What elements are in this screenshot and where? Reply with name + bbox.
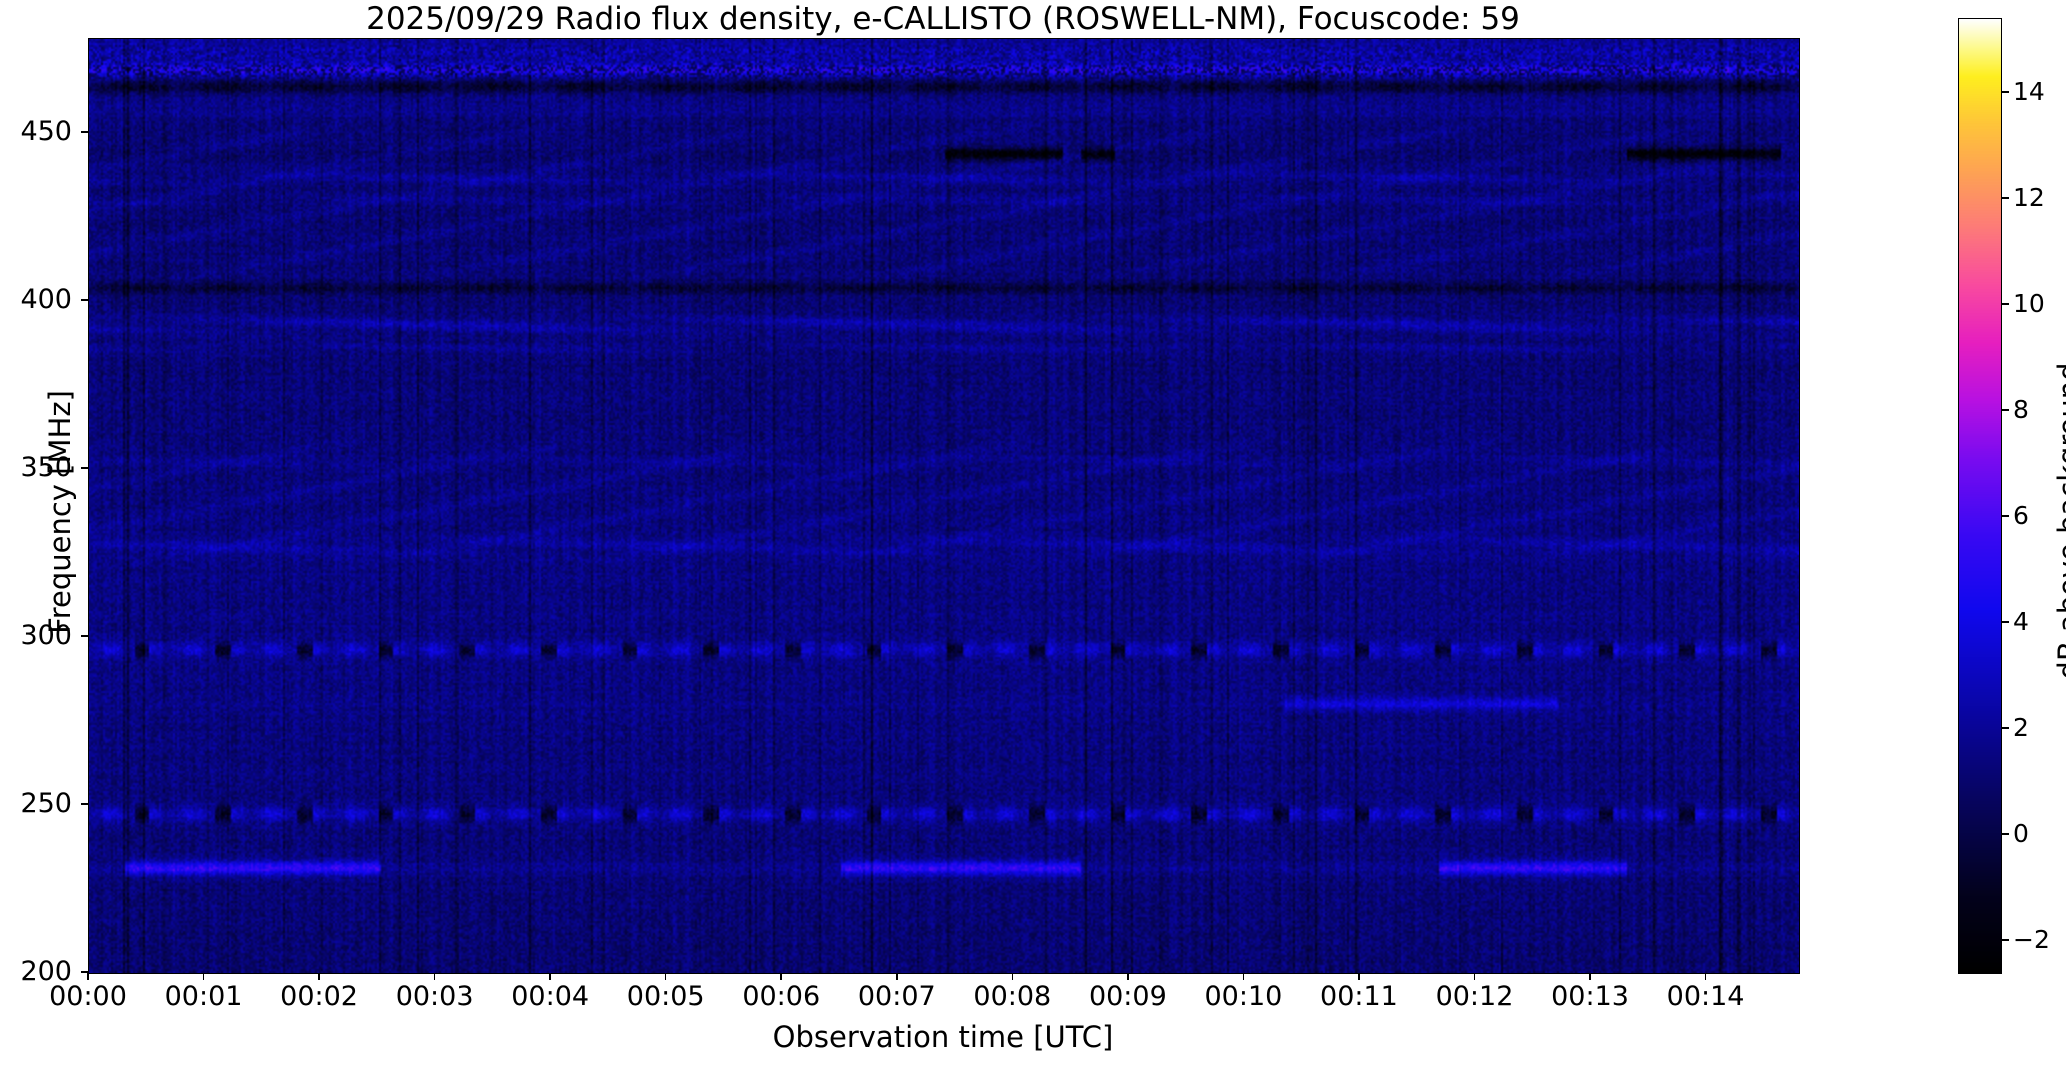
- x-tick-label: 00:07: [857, 981, 936, 1012]
- y-tick-mark: [81, 635, 88, 637]
- colorbar-tick-label: 10: [2013, 289, 2045, 319]
- colorbar-tick-label: 2: [2013, 713, 2029, 743]
- x-tick-mark: [895, 973, 898, 980]
- x-tick-mark: [1127, 973, 1129, 980]
- x-tick-label: 00:09: [1088, 981, 1167, 1012]
- y-tick-label: 250: [20, 788, 72, 819]
- x-tick-mark: [1704, 973, 1707, 980]
- colorbar-tick-label: 14: [2013, 77, 2045, 107]
- y-tick-label: 200: [20, 956, 72, 987]
- colorbar-tick-mark: [2002, 833, 2009, 835]
- x-tick-label: 00:04: [511, 981, 590, 1012]
- x-tick-mark: [87, 973, 89, 980]
- x-tick-mark: [549, 973, 551, 980]
- y-tick-mark: [81, 299, 88, 301]
- colorbar-tick-label: 12: [2013, 183, 2045, 213]
- x-tick-mark: [1473, 973, 1476, 980]
- y-tick-mark: [81, 467, 88, 469]
- x-tick-mark: [664, 973, 667, 980]
- colorbar-tick-label: 6: [2013, 501, 2029, 531]
- x-tick-mark: [1589, 973, 1591, 980]
- y-tick-label: 350: [20, 452, 72, 484]
- x-tick-label: 00:14: [1666, 981, 1745, 1012]
- colorbar-label-wrap: dB above background: [2032, 20, 2066, 970]
- colorbar-tick-mark: [2002, 197, 2009, 199]
- x-tick-label: 00:06: [742, 981, 821, 1012]
- x-tick-mark: [433, 973, 436, 980]
- x-tick-mark: [1011, 973, 1014, 980]
- x-tick-label: 00:05: [626, 981, 705, 1012]
- x-tick-mark: [318, 973, 320, 980]
- x-axis-label: Observation time [UTC]: [772, 1020, 1114, 1054]
- y-tick-mark: [81, 971, 88, 973]
- colorbar-tick-mark: [2002, 939, 2009, 941]
- colorbar-tick-mark: [2002, 303, 2009, 305]
- x-tick-label: 00:00: [49, 981, 127, 1012]
- spectrogram-image[interactable]: [89, 39, 1799, 973]
- y-axis-label: Frequency [MHz]: [43, 390, 77, 634]
- x-tick-label: 00:13: [1551, 981, 1629, 1012]
- colorbar-tick-mark: [2002, 91, 2009, 93]
- colorbar-tick-label: 0: [2013, 819, 2029, 849]
- y-tick-label: 300: [20, 620, 72, 652]
- x-tick-label: 00:08: [973, 981, 1052, 1012]
- colorbar-tick-mark: [2002, 409, 2009, 411]
- colorbar-axes[interactable]: [1958, 18, 2002, 974]
- x-tick-label: 00:03: [395, 981, 474, 1012]
- x-tick-mark: [202, 973, 205, 980]
- colorbar-tick-mark: [2002, 515, 2009, 517]
- colorbar-tick-mark: [2002, 621, 2009, 623]
- x-tick-label: 00:11: [1320, 981, 1398, 1012]
- figure-title: 2025/09/29 Radio flux density, e-CALLIST…: [366, 1, 1520, 37]
- colorbar-tick-label: 8: [2013, 395, 2029, 425]
- x-tick-label: 00:12: [1435, 981, 1514, 1012]
- x-tick-label: 00:10: [1204, 981, 1283, 1012]
- y-tick-label: 450: [20, 116, 72, 148]
- y-tick-label: 400: [20, 284, 72, 316]
- colorbar-label: dB above background: [2052, 362, 2066, 680]
- y-tick-mark: [81, 803, 88, 805]
- spectrogram-axes[interactable]: [88, 38, 1800, 974]
- x-tick-label: 00:02: [280, 981, 358, 1012]
- colorbar-tick-mark: [2002, 727, 2009, 729]
- x-tick-label: 00:01: [164, 981, 243, 1012]
- colorbar-tick-label: −2: [2013, 925, 2050, 955]
- colorbar-tick-label: 4: [2013, 607, 2029, 637]
- x-tick-mark: [780, 973, 783, 980]
- x-tick-mark: [1242, 973, 1245, 980]
- y-tick-mark: [81, 131, 88, 133]
- x-tick-mark: [1358, 973, 1360, 980]
- colorbar-gradient: [1959, 19, 2001, 973]
- y-axis-label-wrap: Frequency [MHz]: [26, 40, 77, 970]
